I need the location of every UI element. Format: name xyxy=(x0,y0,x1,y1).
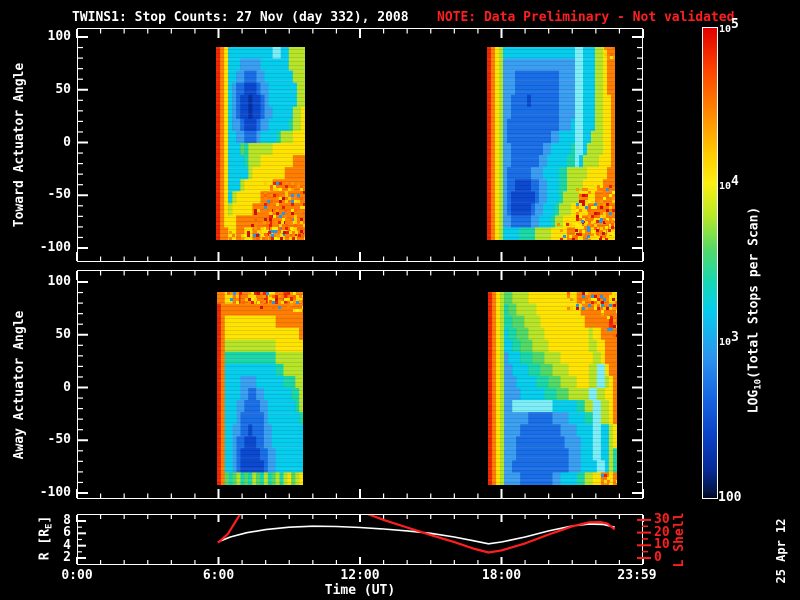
colorbar-bottom-tick-label: 100 xyxy=(718,490,742,505)
colorbar-exp-label: 105 xyxy=(719,17,739,38)
plot-title: TWINS1: Stop Counts: 27 Nov (day 332), 2… xyxy=(72,10,409,25)
l-tick-label: 20 xyxy=(654,524,670,540)
r-tick-label: 2 xyxy=(63,550,71,565)
r-tick-label: 4 xyxy=(63,537,71,553)
colorbar-exp-sup: 3 xyxy=(731,330,739,346)
r-line-series xyxy=(217,523,615,545)
y-tick-label-away: 50 xyxy=(55,326,71,342)
l-shell-line-segment-1 xyxy=(217,515,241,544)
x-tick-label: 0:00 xyxy=(61,568,93,583)
y-tick-label-away: 0 xyxy=(63,379,71,395)
l-tick-label: 0 xyxy=(654,550,662,565)
y-tick-label-away: -100 xyxy=(39,485,71,500)
y-tick-label-toward: 50 xyxy=(55,81,71,97)
y-tick-label-toward: 0 xyxy=(63,134,71,150)
colorbar-exp-sup: 5 xyxy=(731,17,739,32)
colorbar-exp-base: 10 xyxy=(719,180,732,192)
spectrogram-block-toward-2 xyxy=(487,47,615,240)
r-tick-label: 8 xyxy=(63,513,71,528)
colorbar-exp-sup: 4 xyxy=(731,173,739,189)
y-tick-label-toward: -100 xyxy=(39,240,71,255)
y-tick-label-toward: -50 xyxy=(47,187,71,203)
x-tick-label: 18:00 xyxy=(481,568,522,583)
spectrogram-block-away-2 xyxy=(488,292,617,485)
x-tick-label: 23:59 xyxy=(617,568,657,583)
colorbar-border xyxy=(702,27,718,499)
x-tick-label: 6:00 xyxy=(202,568,235,583)
l-tick-label: 10 xyxy=(654,537,670,553)
r-tick-label: 6 xyxy=(63,525,71,541)
colorbar-gradient xyxy=(703,28,717,498)
colorbar-exp-label: 103 xyxy=(719,330,739,351)
spectrogram-block-away-1 xyxy=(217,292,303,485)
colorbar-exp-base: 10 xyxy=(719,24,732,35)
l-tick-label: 30 xyxy=(654,511,670,527)
panel-border-toward xyxy=(77,28,643,262)
spectrogram-block-toward-1 xyxy=(216,47,305,240)
colorbar-exp-base: 10 xyxy=(719,337,732,349)
y-tick-label-toward: 100 xyxy=(47,29,71,44)
panel-border-away xyxy=(77,270,643,499)
y-tick-label-away: 100 xyxy=(47,274,71,289)
preliminary-note: NOTE: Data Preliminary - Not validated xyxy=(437,10,735,25)
colorbar-exp-label: 104 xyxy=(719,174,739,195)
x-tick-label: 12:00 xyxy=(340,568,380,583)
x-axis-label: Time (UT) xyxy=(324,583,396,598)
l-shell-line-segment-2 xyxy=(367,515,616,554)
y-tick-label-away: -50 xyxy=(47,432,71,448)
